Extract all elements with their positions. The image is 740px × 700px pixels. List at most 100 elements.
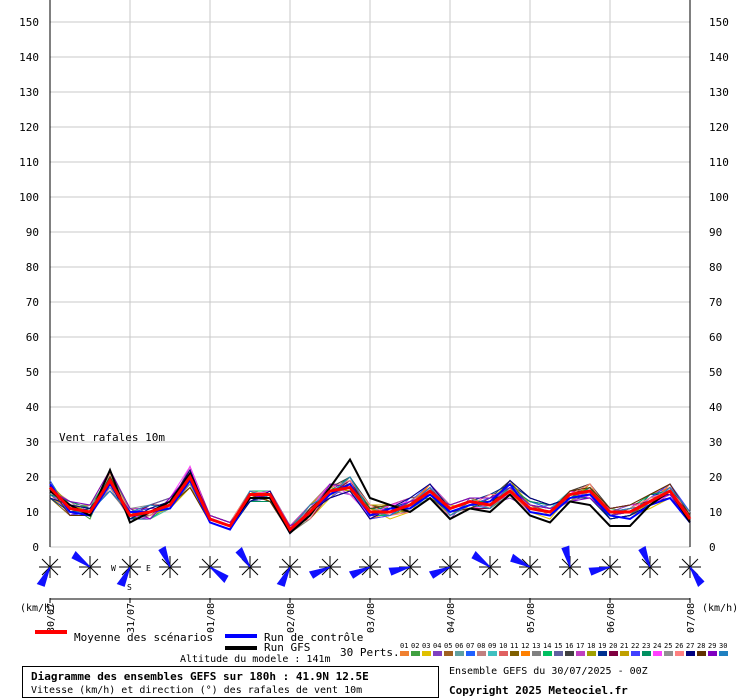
y-tick-label-right: 0 xyxy=(709,541,716,554)
y-tick-label-right: 40 xyxy=(709,401,722,414)
y-tick-label-right: 140 xyxy=(709,51,729,64)
y-tick-label-left: 30 xyxy=(26,436,39,449)
compass-rose: W E S xyxy=(111,564,151,592)
y-tick-label-left: 80 xyxy=(26,261,39,274)
perturbation-legend-label: 05 xyxy=(444,642,452,650)
perturbation-legend-label: 27 xyxy=(686,642,694,650)
y-tick-label-right: 60 xyxy=(709,331,722,344)
perturbation-legend-label: 03 xyxy=(422,642,430,650)
perturbation-legend-swatch xyxy=(400,651,409,656)
perturbation-legend-swatch xyxy=(532,651,541,656)
compass-west-label: W xyxy=(111,564,116,573)
legend: Moyenne des scénarios Run de contrôle Ru… xyxy=(35,630,363,654)
wind-direction-marker xyxy=(71,550,101,578)
perturbation-legend-swatch xyxy=(422,651,431,656)
y-tick-label-left: 140 xyxy=(19,51,39,64)
perturbation-legend-swatch xyxy=(697,651,706,656)
perturbation-legend-label: 10 xyxy=(499,642,507,650)
wind-arrow xyxy=(158,545,171,568)
wind-arrow xyxy=(308,566,331,579)
y-tick-label-left: 110 xyxy=(19,156,39,169)
wind-direction-marker xyxy=(679,556,705,588)
wind-arrow xyxy=(510,553,531,568)
model-altitude: Altitude du modele : 141m xyxy=(180,654,331,665)
perturbation-legend-swatch xyxy=(719,651,728,656)
y-tick-label-right: 120 xyxy=(709,121,729,134)
y-tick-label-right: 20 xyxy=(709,471,722,484)
y-tick-label-right: 130 xyxy=(709,86,729,99)
y-tick-label-right: 50 xyxy=(709,366,722,379)
x-date-label: 02/08 xyxy=(286,603,297,633)
wind-arrow xyxy=(588,566,611,576)
perturbation-legend-swatch xyxy=(554,651,563,656)
compass-east-label: E xyxy=(146,564,151,573)
info-box: Diagramme des ensembles GEFS sur 180h : … xyxy=(22,666,439,698)
y-tick-label-left: 60 xyxy=(26,331,39,344)
wind-direction-marker xyxy=(308,556,341,579)
copyright: Copyright 2025 Meteociel.fr xyxy=(449,684,628,697)
perturbation-legend-swatch xyxy=(499,651,508,656)
perturbation-legend-label: 14 xyxy=(543,642,551,650)
perturbation-legend-swatch xyxy=(708,651,717,656)
x-date-labels: 30/07 31/07 01/08 02/08 03/08 04/08 05/08 06/08… xyxy=(46,598,697,633)
y-tick-label-right: 150 xyxy=(709,16,729,29)
info-subtitle: Vitesse (km/h) et direction (°) des rafa… xyxy=(31,685,363,696)
y-tick-label-left: 50 xyxy=(26,366,39,379)
perturbation-legend-swatch xyxy=(587,651,596,656)
perturbation-legend-swatch xyxy=(543,651,552,656)
y-tick-label-left: 90 xyxy=(26,226,39,239)
y-tick-label-left: 40 xyxy=(26,401,39,414)
y-tick-label-left: 150 xyxy=(19,16,39,29)
wind-direction-marker xyxy=(276,556,301,587)
perturbation-legend-label: 12 xyxy=(521,642,529,650)
wind-arrow xyxy=(235,546,251,568)
wind-arrow xyxy=(428,566,451,579)
y-tick-label-left: 20 xyxy=(26,471,39,484)
perturbation-legend-label: 07 xyxy=(466,642,474,650)
perturbation-legend-swatch xyxy=(686,651,695,656)
y-tick-label-right: 110 xyxy=(709,156,729,169)
perturbation-legend-swatch xyxy=(444,651,453,656)
perturbation-legend-label: 08 xyxy=(477,642,485,650)
y-tick-label-right: 80 xyxy=(709,261,722,274)
wind-arrow xyxy=(638,545,651,568)
chart-grid xyxy=(49,0,691,600)
perturbation-legend-label: 29 xyxy=(708,642,716,650)
wind-direction-marker xyxy=(471,550,501,578)
y-tick-label-right: 70 xyxy=(709,296,722,309)
perturbation-legend-label: 23 xyxy=(642,642,650,650)
perturbation-legend-swatch xyxy=(466,651,475,656)
perturbation-legend-swatch xyxy=(653,651,662,656)
perturbation-legend-label: 15 xyxy=(554,642,562,650)
compass-south-label: S xyxy=(127,583,132,592)
legend-gfs-label: Run GFS xyxy=(264,641,310,654)
x-date-label: 30/07 xyxy=(46,603,57,633)
perturbation-legend-swatch xyxy=(411,651,420,656)
perturbation-legend-label: 02 xyxy=(411,642,419,650)
perturbation-legend-label: 22 xyxy=(631,642,639,650)
series-line xyxy=(48,474,692,532)
wind-direction-marker xyxy=(588,556,621,578)
main-series-lines xyxy=(48,457,692,535)
wind-direction-marker xyxy=(638,545,661,578)
perturbation-legend-label: 17 xyxy=(576,642,584,650)
perturbation-legend: 01 02 03 04 05 06 07 08 09 10 11 12 13 14 15 16 17 18 19 20… xyxy=(400,642,728,656)
wind-direction-row xyxy=(36,545,705,588)
wind-direction-marker xyxy=(36,556,61,587)
perturbation-legend-label: 04 xyxy=(433,642,441,650)
perturbation-legend-swatch xyxy=(455,651,464,656)
wind-direction-marker xyxy=(348,556,381,579)
y-tick-label-right: 90 xyxy=(709,226,722,239)
y-tick-labels: 0 0 10 10 20 20 30 30 40 40 50 50 60 60 70 70 80 80 90 90 10… xyxy=(19,16,729,554)
perturbation-legend-label: 21 xyxy=(620,642,628,650)
x-date-label: 06/08 xyxy=(606,603,617,633)
x-date-label: 07/08 xyxy=(686,603,697,633)
perturbation-legend-swatch xyxy=(675,651,684,656)
wind-arrow xyxy=(561,545,571,568)
perturbation-legend-label: 30 xyxy=(719,642,727,650)
perturbation-legend-swatch xyxy=(433,651,442,656)
perturbation-legend-label: 09 xyxy=(488,642,496,650)
wind-arrow xyxy=(36,566,51,587)
perturbation-legend-swatch xyxy=(565,651,574,656)
x-date-label: 31/07 xyxy=(126,603,137,633)
